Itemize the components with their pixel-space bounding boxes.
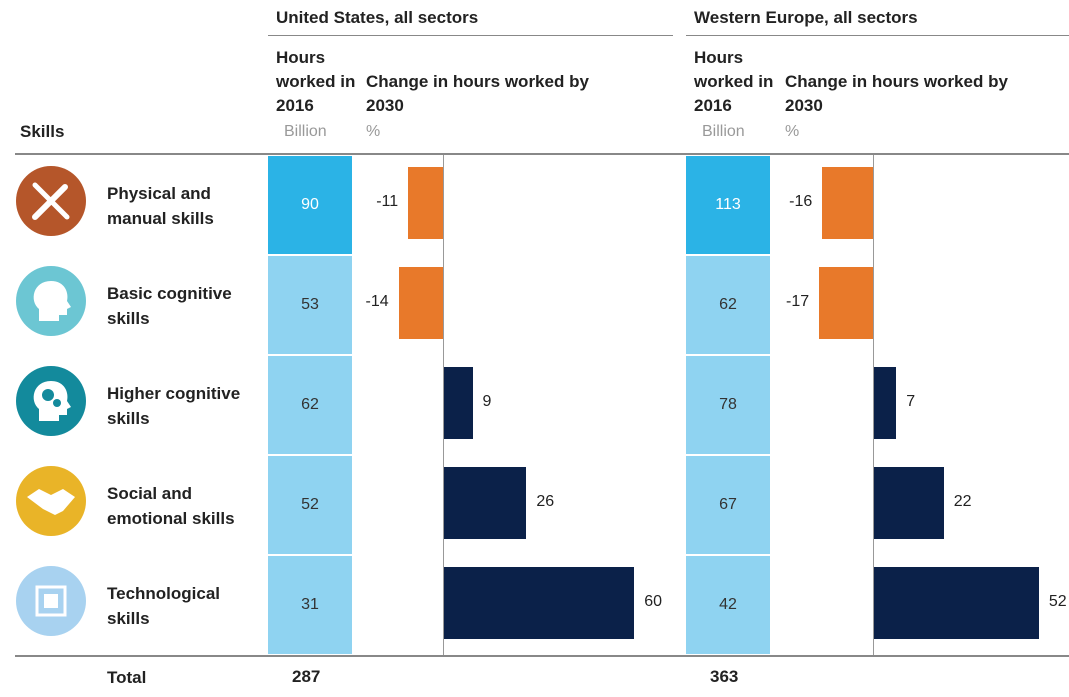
change-label: 22	[953, 493, 972, 510]
hours-header: Hours worked in 2016	[276, 48, 356, 115]
hours-total: 363	[710, 667, 739, 686]
change-bar	[874, 367, 897, 439]
skill-label: Social and emotional skills	[107, 484, 235, 528]
icon-gears	[16, 366, 86, 436]
zero-line	[443, 155, 444, 655]
change-bar	[398, 267, 443, 339]
region-rule	[268, 35, 673, 36]
total-rule	[15, 655, 1069, 657]
region-title: Western Europe, all sectors	[694, 8, 918, 27]
hours-unit: Billion	[702, 123, 745, 140]
hours-cell: 67	[686, 456, 770, 554]
skill-label: Technological skills	[107, 584, 221, 628]
change-unit: %	[366, 123, 381, 140]
total-label: Total	[107, 668, 147, 687]
skill-label: Basic cognitive skills	[107, 284, 232, 328]
hours-total: 287	[292, 667, 321, 686]
header-rule	[15, 153, 1069, 155]
change-bar	[408, 167, 443, 239]
hours-cell: 78	[686, 356, 770, 454]
change-bar	[822, 167, 873, 239]
hours-cell: 42	[686, 556, 770, 654]
hours-cell: 62	[268, 356, 352, 454]
change-label: -16	[789, 193, 813, 210]
change-label: -11	[376, 193, 399, 210]
hours-cell: 52	[268, 456, 352, 554]
hours-cell: 113	[686, 156, 770, 254]
change-bar	[874, 567, 1039, 639]
change-header: Change in hours worked by 2030	[785, 72, 1008, 115]
hours-unit: Billion	[284, 123, 327, 140]
icon-chip	[16, 566, 86, 636]
change-label: -17	[786, 293, 810, 310]
change-bar	[874, 467, 944, 539]
change-bar	[444, 567, 635, 639]
change-bar	[444, 467, 527, 539]
change-header: Change in hours worked by 2030	[366, 72, 589, 115]
hours-cell: 31	[268, 556, 352, 654]
change-label: 52	[1048, 593, 1067, 610]
hours-header: Hours worked in 2016	[694, 48, 774, 115]
change-label: 7	[906, 393, 916, 410]
zero-line	[873, 155, 874, 655]
change-unit: %	[785, 123, 800, 140]
change-label: 9	[482, 393, 492, 410]
change-bar	[444, 367, 473, 439]
change-label: 26	[536, 493, 555, 510]
region-title: United States, all sectors	[276, 8, 479, 27]
hours-cell: 90	[268, 156, 352, 254]
change-bar	[819, 267, 873, 339]
icon-handshake	[16, 466, 86, 536]
skill-label: Higher cognitive skills	[107, 384, 241, 428]
skills-header: Skills	[20, 122, 65, 141]
change-label: -14	[365, 293, 389, 310]
hours-cell: 53	[268, 256, 352, 354]
skill-label: Physical and manual skills	[107, 184, 214, 228]
region-rule	[686, 35, 1069, 36]
hours-cell: 62	[686, 256, 770, 354]
icon-head	[16, 266, 86, 336]
icon-tools	[16, 166, 86, 236]
change-label: 60	[644, 593, 662, 610]
